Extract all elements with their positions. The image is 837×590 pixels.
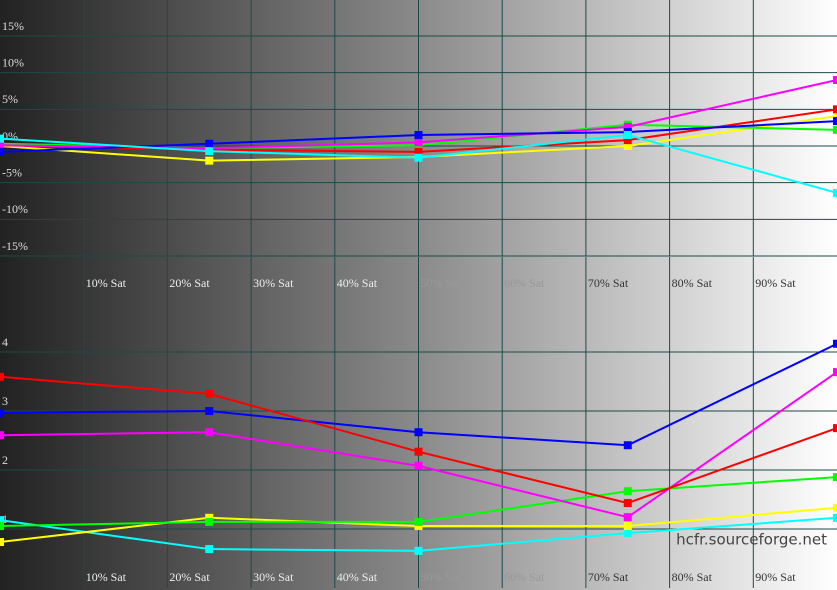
point (833, 513, 837, 522)
point (414, 131, 423, 139)
point (414, 428, 423, 437)
point (0, 408, 4, 417)
point (205, 545, 214, 554)
point (833, 125, 837, 134)
watermark: hcfr.sourceforge.net (676, 531, 827, 549)
point (414, 153, 423, 162)
x-tick-label: 50% Sat (421, 276, 462, 290)
point (833, 339, 837, 348)
point (414, 517, 423, 526)
y-tick-label: 5% (2, 92, 18, 106)
x-tick-label: 90% Sat (755, 570, 796, 584)
point (623, 522, 632, 531)
point (833, 473, 837, 482)
point (623, 529, 632, 538)
x-tick-label: 80% Sat (672, 570, 713, 584)
y-tick-label: 0% (2, 129, 18, 143)
point (205, 156, 214, 165)
point (833, 105, 837, 114)
point (623, 136, 632, 145)
x-tick-label: 60% Sat (504, 276, 545, 290)
x-tick-label: 10% Sat (86, 570, 127, 584)
point (833, 424, 837, 433)
point (0, 537, 4, 546)
point (623, 513, 632, 522)
point (833, 368, 837, 377)
point (414, 138, 423, 147)
point (414, 147, 423, 156)
point (623, 131, 632, 139)
y-tick-label: 2 (2, 453, 8, 467)
point (0, 516, 4, 525)
point (0, 134, 4, 143)
x-tick-label: 40% Sat (337, 276, 378, 290)
point (833, 117, 837, 126)
point (833, 111, 837, 120)
point (205, 517, 214, 526)
x-tick-label: 60% Sat (504, 570, 545, 584)
x-tick-label: 20% Sat (169, 276, 210, 290)
point (623, 487, 632, 496)
x-tick-label: 40% Sat (337, 570, 378, 584)
point (833, 503, 837, 512)
x-tick-label: 90% Sat (755, 276, 796, 290)
point (0, 147, 4, 156)
x-tick-label: 20% Sat (169, 570, 210, 584)
y-tick-label: -10% (2, 202, 28, 216)
y-tick-label: 1 (2, 512, 8, 526)
y-tick-label: 3 (2, 394, 8, 408)
point (414, 546, 423, 555)
x-tick-label: 80% Sat (672, 276, 713, 290)
point (205, 428, 214, 437)
y-tick-label: -15% (2, 239, 28, 253)
point (205, 513, 214, 522)
point (414, 447, 423, 456)
point (205, 389, 214, 398)
point (0, 431, 4, 440)
point (623, 499, 632, 508)
y-tick-label: 4 (2, 335, 8, 349)
y-tick-label: -5% (2, 165, 22, 179)
point (205, 139, 214, 148)
point (0, 522, 4, 531)
x-tick-label: 30% Sat (253, 276, 294, 290)
point (0, 141, 4, 150)
point (833, 76, 837, 84)
point (414, 522, 423, 531)
point (205, 407, 214, 415)
point (833, 188, 837, 197)
y-tick-label: 15% (2, 19, 24, 33)
point (414, 461, 423, 470)
x-tick-label: 30% Sat (253, 570, 294, 584)
y-tick-label: 10% (2, 55, 24, 69)
point (0, 372, 4, 381)
point (205, 147, 214, 156)
x-tick-label: 70% Sat (588, 276, 629, 290)
x-tick-label: 50% Sat (421, 570, 462, 584)
x-tick-label: 10% Sat (86, 276, 127, 290)
point (623, 142, 632, 150)
point (623, 441, 632, 450)
point (623, 122, 632, 131)
x-tick-label: 70% Sat (588, 570, 629, 584)
